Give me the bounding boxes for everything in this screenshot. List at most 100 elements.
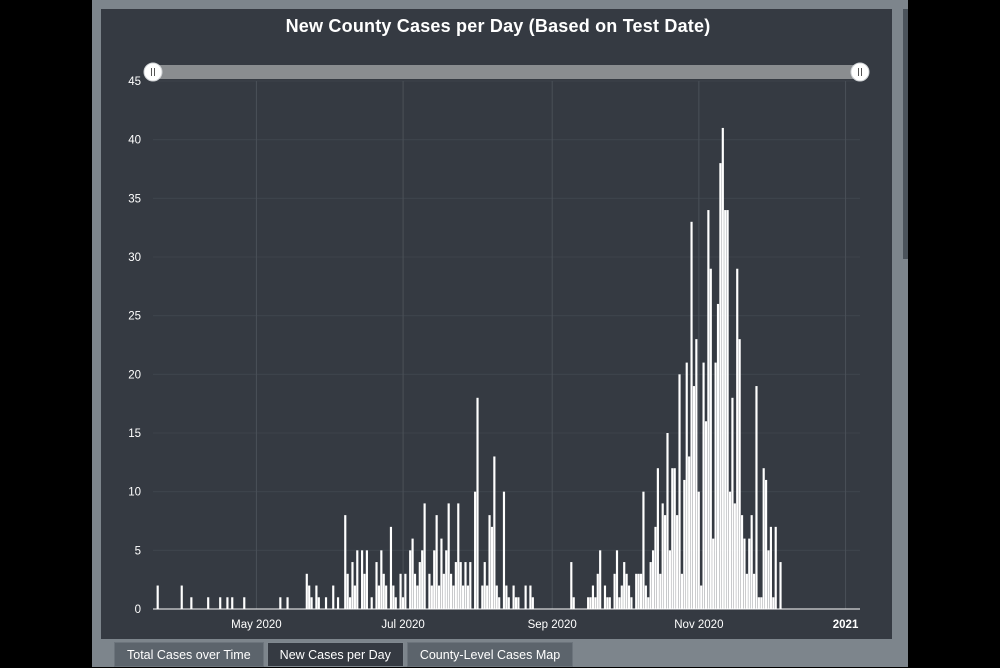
bar <box>620 585 623 609</box>
bar <box>447 503 450 609</box>
bar <box>695 339 698 609</box>
bar <box>346 573 349 609</box>
bar <box>651 550 655 609</box>
bar <box>370 597 373 609</box>
y-tick-label: 40 <box>128 135 141 147</box>
bar <box>361 550 364 609</box>
bar <box>760 597 763 609</box>
range-slider-track <box>153 65 860 79</box>
y-tick-label: 30 <box>128 252 141 264</box>
bar <box>606 597 609 609</box>
bar <box>709 268 712 609</box>
bar <box>404 573 407 609</box>
bar <box>365 550 368 609</box>
bar <box>721 127 724 609</box>
bar <box>724 210 727 610</box>
bar <box>531 597 534 609</box>
bar <box>779 562 782 609</box>
bar <box>591 585 595 609</box>
bar <box>336 597 340 609</box>
bar <box>219 597 222 609</box>
chart-panel <box>101 9 892 639</box>
x-tick-label: May 2020 <box>231 619 282 631</box>
bar <box>603 585 607 609</box>
bar <box>767 550 770 609</box>
bar <box>454 562 457 609</box>
bar <box>712 538 715 609</box>
bar <box>332 585 335 609</box>
bar <box>495 585 498 609</box>
bar <box>748 538 751 609</box>
bar <box>411 538 414 609</box>
bar <box>659 573 662 609</box>
bar <box>305 573 308 609</box>
y-tick-label: 35 <box>128 193 141 205</box>
bar <box>719 163 722 609</box>
bar <box>421 550 424 609</box>
bar <box>647 597 650 609</box>
bar <box>483 562 486 609</box>
bar <box>507 597 510 609</box>
bar <box>772 597 775 609</box>
bar <box>529 585 532 609</box>
bar <box>599 550 602 609</box>
bar <box>317 597 320 609</box>
tab-total-cases-over-time[interactable]: Total Cases over Time <box>114 642 264 667</box>
bar <box>673 468 676 609</box>
bar <box>437 585 441 609</box>
bar <box>279 597 282 609</box>
bar <box>457 503 460 609</box>
bar <box>392 585 395 609</box>
bar <box>623 562 626 609</box>
bar <box>389 526 393 609</box>
bar <box>613 573 616 609</box>
bar <box>524 585 527 609</box>
y-tick-label: 25 <box>128 311 141 323</box>
bar <box>416 585 419 609</box>
bar <box>644 585 647 609</box>
bar <box>654 526 657 609</box>
bar <box>466 585 469 609</box>
bar <box>517 597 520 609</box>
bar <box>435 515 438 609</box>
bar <box>685 362 688 609</box>
tab-county-level-cases-map[interactable]: County-Level Cases Map <box>406 642 574 667</box>
bar <box>401 597 405 609</box>
y-tick-label: 45 <box>128 76 141 88</box>
y-tick-label: 0 <box>135 604 141 616</box>
bar <box>493 456 496 609</box>
bar <box>394 597 397 609</box>
bar <box>382 573 385 609</box>
bar <box>731 397 734 609</box>
bar <box>716 303 720 609</box>
bar <box>762 468 765 609</box>
bar <box>375 562 378 609</box>
bar <box>627 585 631 609</box>
bar <box>514 597 518 609</box>
bar <box>464 562 467 609</box>
bar <box>180 585 183 609</box>
bar <box>589 597 592 609</box>
bar <box>488 515 491 609</box>
bar <box>678 374 681 609</box>
bar <box>707 210 710 610</box>
bar <box>351 562 354 609</box>
bar <box>498 597 501 609</box>
tab-new-cases-per-day[interactable]: New Cases per Day <box>266 642 404 667</box>
bar <box>315 585 318 609</box>
bar <box>231 597 234 609</box>
range-slider-start-handle[interactable] <box>143 62 163 82</box>
x-tick-label: Jul 2020 <box>381 619 424 631</box>
bar <box>344 515 347 609</box>
tab-bar: Total Cases over Time New Cases per Day … <box>114 642 576 667</box>
y-tick-label: 5 <box>135 545 141 557</box>
bar <box>459 562 462 609</box>
bar <box>308 585 311 609</box>
range-slider[interactable] <box>143 62 870 82</box>
bar <box>207 597 210 609</box>
range-slider-end-handle[interactable] <box>850 62 870 82</box>
bar <box>618 597 621 609</box>
bar <box>704 421 708 609</box>
bar <box>688 456 691 609</box>
side-panel-edge <box>903 9 908 259</box>
